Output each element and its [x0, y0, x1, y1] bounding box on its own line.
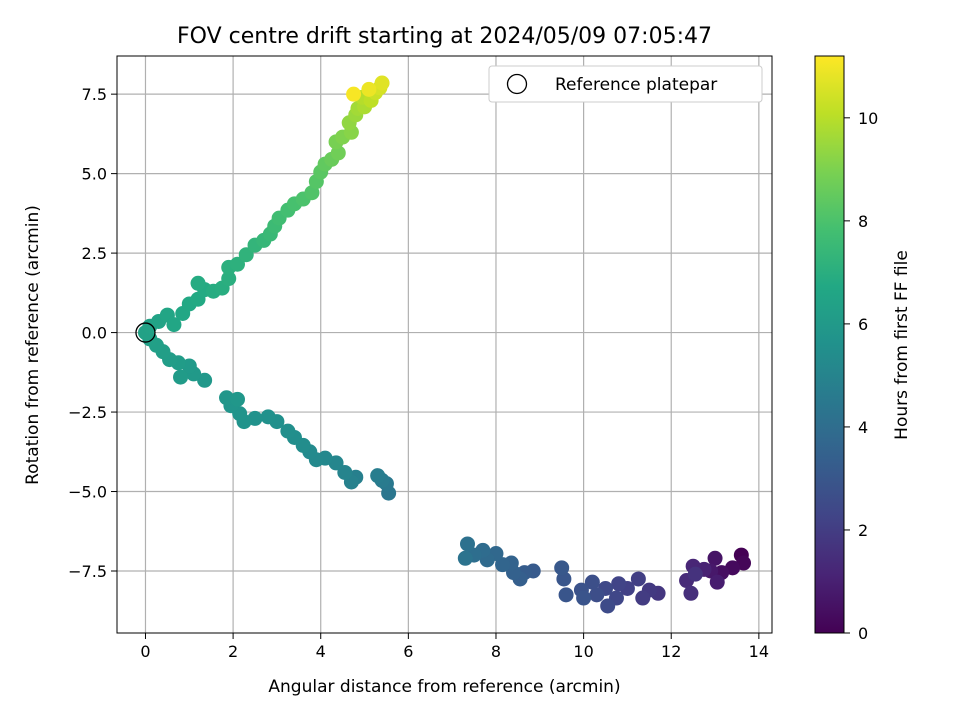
data-point [361, 81, 377, 97]
data-point [173, 369, 189, 385]
x-tick-label: 0 [140, 642, 150, 661]
reference-marker [135, 322, 156, 343]
x-tick-label: 6 [403, 642, 413, 661]
y-tick-label: 5.0 [82, 165, 107, 184]
reference-point [135, 322, 156, 343]
colorbar-tick-label: 0 [858, 624, 868, 643]
colorbar-tick-label: 2 [858, 521, 868, 540]
x-tick-label: 10 [573, 642, 593, 661]
data-point [589, 587, 605, 603]
colorbar-tick-label: 10 [858, 109, 878, 128]
data-point [166, 317, 182, 333]
y-tick-label: 2.5 [82, 244, 107, 263]
plot-frame [116, 55, 773, 634]
data-point [197, 372, 213, 388]
data-point [707, 550, 723, 566]
data-point [229, 391, 245, 407]
legend-label: Reference platepar [555, 75, 717, 95]
data-point [260, 409, 276, 425]
y-tick-label: −7.5 [68, 562, 107, 581]
colorbar-label: Hours from first FF file [892, 250, 912, 440]
data-point [600, 598, 616, 614]
data-point [337, 464, 353, 480]
x-tick-label: 12 [661, 642, 681, 661]
colorbar-tick-label: 4 [858, 418, 868, 437]
data-point [370, 468, 386, 484]
colorbar: 0 2 4 6 8 10 Hours from first FF file [814, 55, 912, 643]
y-tick-label: 7.5 [82, 85, 107, 104]
data-point [330, 145, 346, 161]
data-point [558, 587, 574, 603]
chart-title: FOV centre drift starting at 2024/05/09 … [177, 24, 712, 49]
x-tick-label: 4 [316, 642, 326, 661]
data-point [556, 571, 572, 587]
data-point [630, 571, 646, 587]
data-point [221, 271, 237, 287]
data-point [190, 275, 206, 291]
x-tick-label: 2 [228, 642, 238, 661]
data-point [219, 390, 235, 406]
x-axis-label: Angular distance from reference (arcmin) [268, 677, 620, 697]
colorbar-tick-label: 6 [858, 315, 868, 334]
y-tick-label: 0.0 [82, 324, 107, 343]
x-tick-label: 8 [491, 642, 501, 661]
colorbar-gradient [815, 56, 844, 633]
legend-marker [506, 73, 528, 95]
data-point [709, 574, 725, 590]
y-axis: −7.5 −5.0 −2.5 0.0 2.5 5.0 7.5 [68, 85, 117, 581]
colorbar-tick-label: 8 [858, 212, 868, 231]
legend: Reference platepar [488, 65, 763, 103]
data-point [280, 423, 296, 439]
data-point [495, 557, 511, 573]
legend-box [488, 65, 763, 103]
data-point [683, 585, 699, 601]
y-axis-label: Rotation from reference (arcmin) [23, 205, 43, 485]
colorbar-frame [814, 55, 845, 634]
data-point [346, 86, 362, 102]
data-point [576, 590, 592, 606]
x-tick-label: 14 [749, 642, 769, 661]
x-axis: 0 2 4 6 8 10 12 14 [140, 633, 769, 661]
data-point [584, 574, 600, 590]
data-points [137, 75, 752, 614]
plot-area [117, 56, 772, 633]
data-point [460, 536, 476, 552]
data-point [238, 247, 254, 263]
y-tick-label: −2.5 [68, 403, 107, 422]
data-point [611, 576, 627, 592]
data-point [635, 590, 651, 606]
data-point [554, 560, 570, 576]
data-point [229, 256, 245, 272]
data-point [374, 75, 390, 91]
data-point [687, 566, 703, 582]
data-point [457, 550, 473, 566]
grid [117, 56, 772, 633]
y-tick-label: −5.0 [68, 483, 107, 502]
